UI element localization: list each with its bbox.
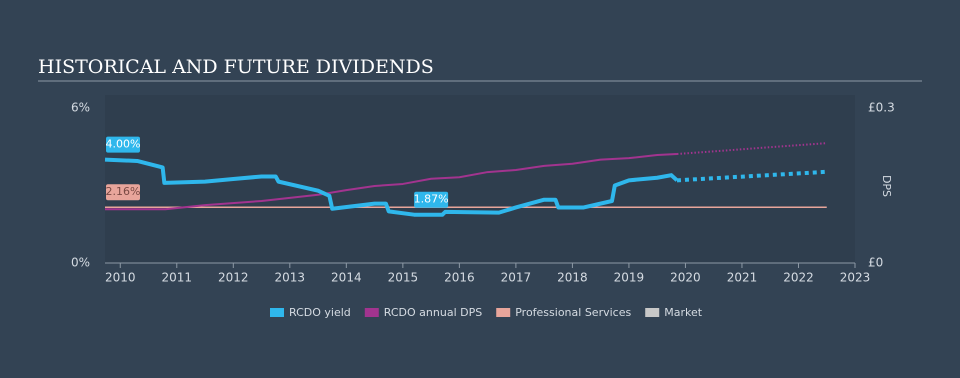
x-tick-label: 2010 bbox=[105, 271, 136, 285]
legend-label: Market bbox=[664, 306, 702, 319]
series-line bbox=[105, 152, 678, 211]
chart-title: HISTORICAL AND FUTURE DIVIDENDS bbox=[38, 56, 434, 78]
legend-swatch bbox=[270, 308, 284, 317]
x-tick-label: 2013 bbox=[275, 271, 306, 285]
x-tick-label: 2017 bbox=[501, 271, 532, 285]
x-tick-label: 2022 bbox=[783, 271, 814, 285]
x-tick-label: 2012 bbox=[218, 271, 249, 285]
x-tick-label: 2023 bbox=[840, 271, 871, 285]
annotation-box bbox=[106, 136, 140, 153]
y2-tick-label: £0.3 bbox=[868, 101, 895, 115]
x-tick-label: 2016 bbox=[444, 271, 475, 285]
series-line bbox=[104, 157, 679, 217]
x-tick-label: 2019 bbox=[614, 271, 645, 285]
annotation-label: 4.00% bbox=[106, 138, 141, 151]
x-tick-label: 2011 bbox=[162, 271, 193, 285]
x-tick-label: 2015 bbox=[388, 271, 419, 285]
x-tick-label: 2021 bbox=[727, 271, 758, 285]
forecast-line bbox=[676, 142, 827, 155]
annotation-label: 1.87% bbox=[414, 193, 449, 206]
y-tick-label: 6% bbox=[71, 101, 90, 115]
legend-swatch bbox=[645, 308, 660, 317]
annotation-label: 2.16% bbox=[106, 185, 141, 198]
y2-axis-label: DPS bbox=[880, 175, 893, 197]
legend-label: Professional Services bbox=[515, 306, 631, 319]
legend-swatch bbox=[496, 308, 511, 317]
forecast-line bbox=[676, 169, 827, 183]
x-tick-label: 2020 bbox=[670, 271, 701, 285]
legend-label: RCDO annual DPS bbox=[384, 306, 482, 319]
x-tick-label: 2014 bbox=[331, 271, 362, 285]
y2-tick-label: £0 bbox=[868, 256, 883, 270]
legend-swatch bbox=[364, 308, 379, 317]
legend-label: RCDO yield bbox=[289, 306, 351, 319]
annotation-box bbox=[106, 184, 140, 201]
x-tick-label: 2018 bbox=[557, 271, 588, 285]
annotation-box bbox=[414, 191, 449, 208]
y-tick-label: 0% bbox=[71, 256, 90, 270]
